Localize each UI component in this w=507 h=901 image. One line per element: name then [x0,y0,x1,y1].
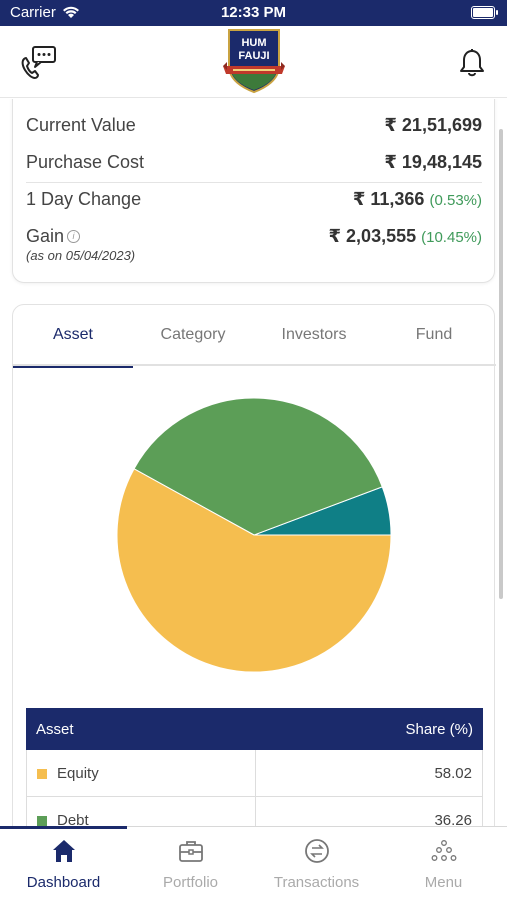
gain-percent: (10.45%) [421,229,482,246]
purchase-cost-row: Purchase Cost ₹ 19,48,145 [26,148,482,178]
tab-label: Asset [52,326,93,343]
gain-row: Gain i ₹ 2,03,555 (10.45%) [26,222,482,252]
status-bar: Carrier 12:33 PM [0,0,507,26]
tab-investors[interactable]: Investors [254,305,374,366]
logo-text-top: HUM [241,37,266,49]
column-separator [255,750,256,796]
carrier-label: Carrier [10,4,56,21]
nav-label: Menu [424,874,463,891]
tab-category[interactable]: Category [133,305,253,366]
day-change-percent: (0.53%) [429,192,482,209]
tab-label: Category [160,326,226,343]
legend-swatch [37,816,47,826]
asset-share: 36.26 [434,812,472,826]
purchase-cost-label: Purchase Cost [26,152,145,172]
day-change-amount: ₹ 11,366 [352,189,425,209]
battery-icon [471,6,498,19]
bottom-navigation: Dashboard Portfolio Transactions Menu [0,826,507,900]
active-tab-indicator [13,366,133,368]
column-header-share: Share (%) [405,721,473,738]
gain-amount: ₹ 2,03,555 [328,226,417,246]
allocation-table-header: Asset Share (%) [26,708,483,750]
day-change-row: 1 Day Change ₹ 11,366 (0.53%) [26,185,482,215]
clock: 12:33 PM [220,4,287,21]
asset-share: 58.02 [434,765,472,782]
nav-portfolio[interactable]: Portfolio [127,827,254,901]
nav-label: Portfolio [162,874,219,891]
summary-divider [26,182,482,183]
column-separator [255,797,256,826]
portfolio-summary-card: Current Value ₹ 21,51,699 Purchase Cost … [12,99,495,283]
hum-fauji-logo: HUM FAUJI [223,29,285,94]
allocation-card: Asset Category Investors Fund Asset Shar… [12,304,496,826]
tab-fund[interactable]: Fund [374,305,494,366]
day-change-value: ₹ 11,366 (0.53%) [353,189,482,210]
tab-label: Investors [281,326,347,343]
briefcase-icon [178,841,203,862]
nav-dashboard[interactable]: Dashboard [0,826,127,901]
wifi-icon [63,6,79,18]
table-row: Equity 58.02 [26,750,483,797]
asset-name: Debt [57,812,89,826]
allocation-tabs: Asset Category Investors Fund [13,305,496,368]
pie-slice-debt[interactable] [133,397,383,536]
table-row: Debt 36.26 [26,797,483,826]
as-on-date: (as on 05/04/2023) [26,248,136,263]
gain-label: Gain [26,226,65,246]
nav-menu[interactable]: Menu [380,827,507,901]
tab-label: Fund [415,326,453,343]
transactions-icon [304,839,329,863]
current-value-label: Current Value [26,115,136,135]
menu-dots-icon [431,840,456,861]
day-change-label: 1 Day Change [26,189,142,209]
nav-transactions[interactable]: Transactions [253,827,380,901]
home-icon [52,840,75,862]
gain-value: ₹ 2,03,555 (10.45%) [329,226,482,247]
purchase-cost: ₹ 19,48,145 [384,152,482,172]
legend-swatch [37,769,47,779]
allocation-table: Asset Share (%) Equity 58.02 Debt 36.26 [26,708,483,826]
logo-text-bottom: FAUJI [238,50,269,62]
column-header-asset: Asset [36,721,74,738]
contact-support-icon[interactable] [20,46,58,80]
nav-label: Dashboard [26,874,101,891]
asset-allocation-pie-chart [116,397,392,673]
current-value-row: Current Value ₹ 21,51,699 [26,111,482,141]
tab-asset[interactable]: Asset [13,305,133,368]
app-header: HUM FAUJI [0,26,507,98]
active-nav-indicator [0,826,127,829]
bell-icon[interactable] [458,48,486,78]
dashboard-content[interactable]: Current Value ₹ 21,51,699 Purchase Cost … [0,99,507,826]
current-value: ₹ 21,51,699 [384,115,482,135]
scrollbar[interactable] [499,129,503,599]
asset-name: Equity [57,765,99,782]
gain-label-wrap: Gain i [26,226,81,247]
pie-slice-equity[interactable] [116,468,392,673]
nav-label: Transactions [273,874,360,891]
info-icon[interactable]: i [67,230,81,243]
